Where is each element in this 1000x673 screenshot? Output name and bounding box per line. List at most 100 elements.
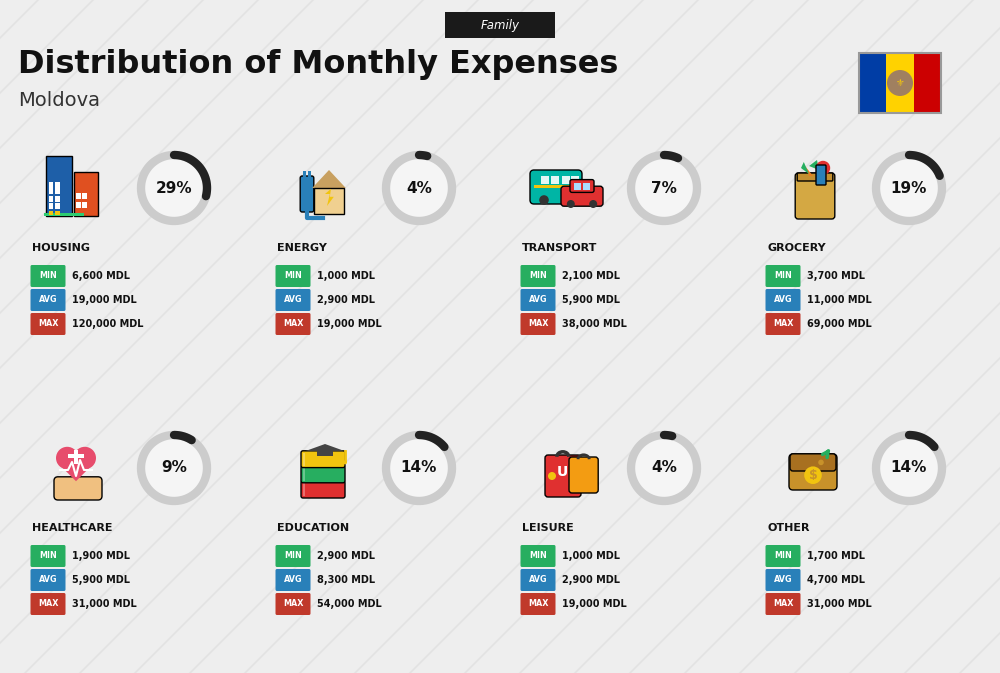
Bar xyxy=(534,185,578,188)
Text: AVG: AVG xyxy=(39,575,57,584)
FancyBboxPatch shape xyxy=(300,176,314,212)
FancyBboxPatch shape xyxy=(766,569,801,591)
FancyBboxPatch shape xyxy=(74,172,98,216)
Text: MAX: MAX xyxy=(283,600,303,608)
Text: 120,000 MDL: 120,000 MDL xyxy=(72,319,144,329)
FancyBboxPatch shape xyxy=(766,289,801,311)
Bar xyxy=(583,183,590,190)
FancyBboxPatch shape xyxy=(276,545,310,567)
Polygon shape xyxy=(325,189,334,206)
FancyBboxPatch shape xyxy=(520,265,556,287)
Text: MIN: MIN xyxy=(39,551,57,561)
Text: HEALTHCARE: HEALTHCARE xyxy=(32,523,112,533)
Circle shape xyxy=(384,153,454,223)
Circle shape xyxy=(139,153,209,223)
FancyBboxPatch shape xyxy=(790,454,836,471)
Text: AVG: AVG xyxy=(529,575,547,584)
Text: 5,900 MDL: 5,900 MDL xyxy=(562,295,620,305)
FancyBboxPatch shape xyxy=(276,593,310,615)
FancyBboxPatch shape xyxy=(30,569,65,591)
Text: AVG: AVG xyxy=(529,295,547,304)
Text: MAX: MAX xyxy=(528,320,548,328)
Text: 19%: 19% xyxy=(891,180,927,195)
FancyBboxPatch shape xyxy=(766,545,801,567)
Text: 11,000 MDL: 11,000 MDL xyxy=(807,295,872,305)
Text: MAX: MAX xyxy=(38,600,58,608)
Text: HOUSING: HOUSING xyxy=(32,243,90,253)
FancyBboxPatch shape xyxy=(54,476,102,500)
Text: 14%: 14% xyxy=(891,460,927,476)
Bar xyxy=(859,53,941,113)
Bar xyxy=(541,176,549,184)
Text: AVG: AVG xyxy=(774,575,792,584)
Text: 69,000 MDL: 69,000 MDL xyxy=(807,319,872,329)
Text: AVG: AVG xyxy=(284,575,302,584)
Text: 4,700 MDL: 4,700 MDL xyxy=(807,575,865,585)
Text: 5,900 MDL: 5,900 MDL xyxy=(72,575,130,585)
Text: MIN: MIN xyxy=(529,271,547,281)
Text: MIN: MIN xyxy=(774,551,792,561)
Bar xyxy=(571,176,579,184)
Bar xyxy=(49,211,53,215)
Circle shape xyxy=(629,153,699,223)
Bar xyxy=(308,171,311,178)
FancyBboxPatch shape xyxy=(797,173,833,181)
Bar xyxy=(74,450,78,464)
Bar xyxy=(55,182,60,188)
Bar xyxy=(303,468,305,481)
Text: 3,700 MDL: 3,700 MDL xyxy=(807,271,865,281)
FancyBboxPatch shape xyxy=(301,481,345,498)
FancyBboxPatch shape xyxy=(795,173,835,219)
Text: MIN: MIN xyxy=(39,271,57,281)
FancyBboxPatch shape xyxy=(561,186,603,206)
Bar xyxy=(49,196,53,202)
Text: MAX: MAX xyxy=(528,600,548,608)
Bar xyxy=(68,454,84,458)
FancyBboxPatch shape xyxy=(766,313,801,335)
Text: 29%: 29% xyxy=(156,180,192,195)
FancyBboxPatch shape xyxy=(816,165,826,185)
Text: AVG: AVG xyxy=(774,295,792,304)
Circle shape xyxy=(804,466,822,484)
Polygon shape xyxy=(305,444,345,451)
Text: 19,000 MDL: 19,000 MDL xyxy=(72,295,137,305)
Polygon shape xyxy=(805,166,813,176)
Text: GROCERY: GROCERY xyxy=(767,243,826,253)
Text: 2,900 MDL: 2,900 MDL xyxy=(562,575,620,585)
Circle shape xyxy=(629,433,699,503)
Text: U: U xyxy=(557,465,568,479)
Circle shape xyxy=(343,460,347,464)
FancyBboxPatch shape xyxy=(30,289,65,311)
Bar xyxy=(55,203,60,209)
Polygon shape xyxy=(801,162,809,174)
Text: 4%: 4% xyxy=(406,180,432,195)
Text: LEISURE: LEISURE xyxy=(522,523,574,533)
Circle shape xyxy=(887,70,913,96)
Text: AVG: AVG xyxy=(39,295,57,304)
Bar xyxy=(55,211,60,215)
FancyBboxPatch shape xyxy=(30,265,65,287)
FancyBboxPatch shape xyxy=(520,313,556,335)
Text: MIN: MIN xyxy=(284,551,302,561)
FancyBboxPatch shape xyxy=(520,289,556,311)
Text: ⚜: ⚜ xyxy=(896,78,904,88)
Text: MIN: MIN xyxy=(774,271,792,281)
Text: 4%: 4% xyxy=(651,460,677,476)
Text: $: $ xyxy=(809,468,817,482)
Text: TRANSPORT: TRANSPORT xyxy=(522,243,597,253)
FancyBboxPatch shape xyxy=(545,455,581,497)
FancyBboxPatch shape xyxy=(520,569,556,591)
FancyBboxPatch shape xyxy=(30,593,65,615)
Bar xyxy=(76,193,81,199)
Text: EDUCATION: EDUCATION xyxy=(277,523,349,533)
Circle shape xyxy=(384,433,454,503)
Text: 2,900 MDL: 2,900 MDL xyxy=(317,295,375,305)
Text: 1,000 MDL: 1,000 MDL xyxy=(317,271,375,281)
Circle shape xyxy=(589,200,597,208)
Text: 54,000 MDL: 54,000 MDL xyxy=(317,599,382,609)
Polygon shape xyxy=(57,462,95,481)
Text: 9%: 9% xyxy=(161,460,187,476)
Text: 38,000 MDL: 38,000 MDL xyxy=(562,319,627,329)
Bar xyxy=(55,188,60,194)
Bar xyxy=(551,176,559,184)
